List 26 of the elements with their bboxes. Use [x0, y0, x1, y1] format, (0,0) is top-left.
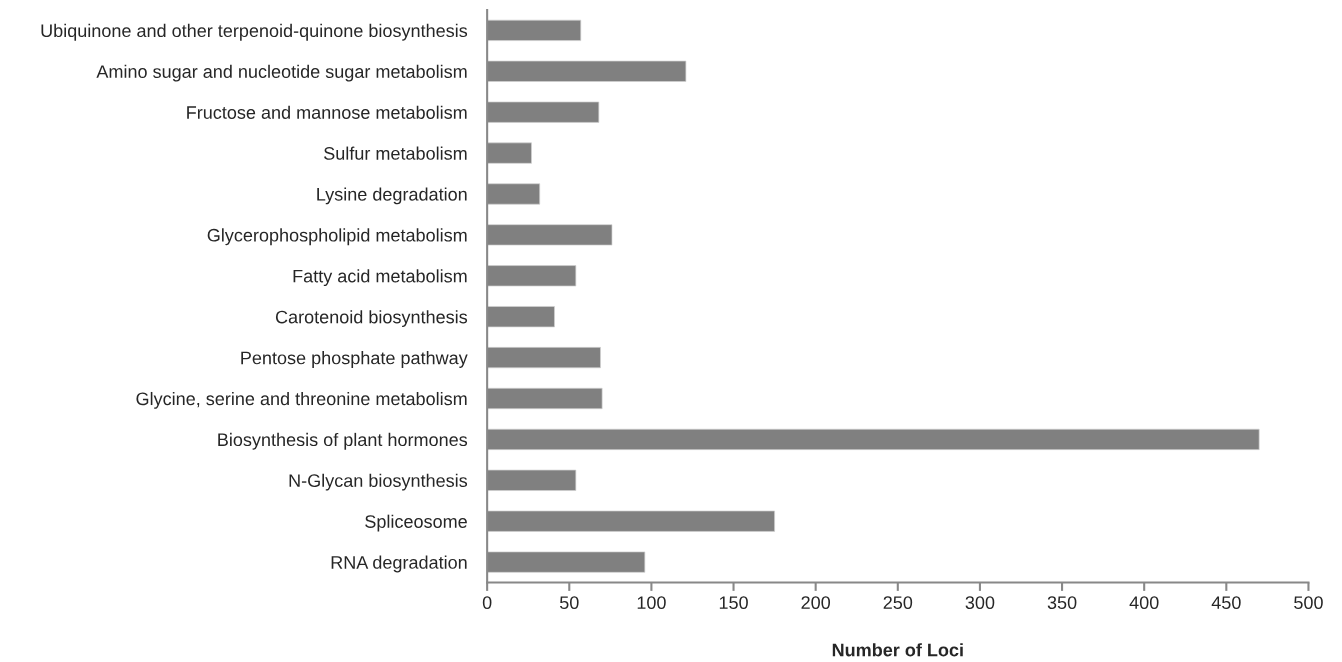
x-tick-label: 100 [637, 596, 666, 610]
y-tick-label: Carotenoid biosynthesis [275, 310, 468, 327]
x-axis-title: Number of Loci [832, 643, 963, 657]
y-tick-label: Ubiquinone and other terpenoid-quinone biosynthesis [41, 23, 468, 41]
x-tick-label: 500 [1294, 596, 1323, 610]
y-tick-label: N-Glycan biosynthesis [289, 473, 468, 491]
y-tick-label: Biosynthesis of plant hormones [218, 432, 468, 450]
y-tick-label: Amino sugar and nucleotide sugar metabolism [96, 64, 467, 82]
y-tick-label: Lysine degradation [317, 187, 467, 205]
x-tick-label: 350 [1047, 596, 1077, 610]
y-tick-label: RNA degradation [331, 555, 467, 573]
y-tick-label: Glycerophospholipid metabolism [207, 228, 467, 246]
x-tick-label: 400 [1129, 596, 1159, 610]
x-tick-label: 0 [482, 596, 492, 610]
x-tick-label: 300 [965, 596, 995, 610]
y-tick-label: Fructose and mannose metabolism [187, 105, 467, 119]
y-tick-label: Glycine, serine and threonine metabolism [136, 391, 467, 409]
y-tick-label: Fatty acid metabolism [293, 269, 467, 287]
x-tick-label: 150 [719, 596, 748, 610]
y-tick-label: Sulfur metabolism [324, 146, 467, 160]
x-tick-label: 450 [1211, 596, 1241, 610]
x-tick-label: 50 [559, 596, 579, 610]
y-tick-label: Pentose phosphate pathway [241, 351, 468, 368]
x-tick-label: 200 [801, 596, 831, 610]
x-tick-label: 250 [883, 596, 913, 610]
y-tick-label: Spliceosome [365, 514, 467, 532]
